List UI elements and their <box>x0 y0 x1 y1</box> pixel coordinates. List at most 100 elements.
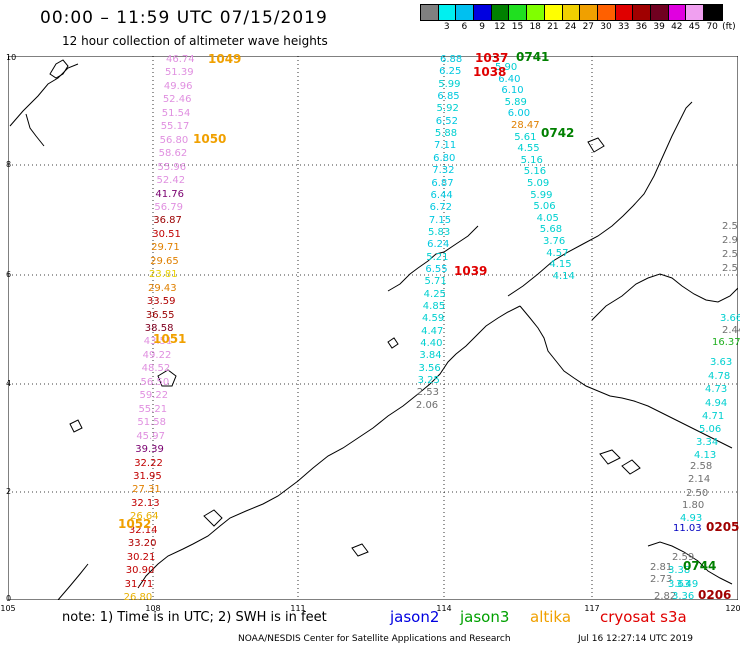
swh-value-track-0741: 5.90 <box>495 62 518 73</box>
swh-value-track-1037: 6.55 <box>425 263 448 275</box>
colorbar-swatch <box>580 5 598 20</box>
colorbar-unit: (ft) <box>722 22 736 32</box>
colorbar-label: 39 <box>653 22 665 32</box>
map-title: 00:00 – 11:59 UTC 07/15/2019 <box>40 8 328 28</box>
swh-value-track-0741: 3.76 <box>543 236 566 247</box>
colorbar-swatch <box>421 5 439 20</box>
map-canvas <box>8 56 738 600</box>
swh-value-track-1049: 32.13 <box>131 497 160 509</box>
colorbar-label: 3 <box>443 22 450 32</box>
swh-value-track-0741: 5.68 <box>539 224 563 236</box>
coast-palawan <box>507 101 693 297</box>
swh-value-track-0741: 4.55 <box>517 143 540 155</box>
coast-borneo-east <box>519 305 733 449</box>
swh-value-track-1037: 7.32 <box>432 165 455 177</box>
pass-tag-1038: 1038 <box>473 65 507 79</box>
swh-value-track-0741: 4.15 <box>549 259 572 271</box>
swh-value-east: 2.58 <box>690 461 713 472</box>
colorbar-swatch <box>704 5 722 20</box>
pass-tag-1037: 1037 <box>475 51 509 65</box>
swh-value-track-1037: 6.25 <box>439 66 462 78</box>
swh-value-east: 3.63 <box>668 579 691 590</box>
colorbar-label: 9 <box>479 22 485 32</box>
swh-value-track-1049: 51.54 <box>161 107 191 119</box>
pass-tag-0205: 0205 <box>706 520 740 534</box>
colorbar-label: 24 <box>564 22 577 32</box>
legend-altika: altika <box>530 608 572 626</box>
swh-value-track-1049: 55.21 <box>138 403 168 415</box>
colorbar-label: 45 <box>688 22 701 32</box>
swh-value-track-0741: 4.05 <box>536 212 559 224</box>
coast-vietnam <box>9 63 79 127</box>
colorbar-label: 33 <box>617 22 630 32</box>
swh-value-track-1049: 33.20 <box>127 538 157 550</box>
colorbar-label: 21 <box>547 22 559 32</box>
swh-value-east: 2.73 <box>650 574 673 585</box>
swh-value-east: 4.93 <box>680 513 703 524</box>
colorbar-swatch <box>544 5 563 20</box>
lon-label-108: 108 <box>145 604 161 613</box>
coast-vietnam-2 <box>25 113 45 147</box>
swh-value-east: 2.81 <box>650 562 673 573</box>
lon-label-105: 105 <box>0 604 16 613</box>
swh-value-track-1037: 2.53 <box>416 387 440 399</box>
swh-value-east: 5.06 <box>699 424 722 435</box>
swh-value-east: 3.49 <box>676 579 699 590</box>
swh-value-track-1049: 56.50 <box>140 376 170 388</box>
swh-value-east: 4.73 <box>705 384 728 395</box>
colorbar-swatch <box>509 5 528 20</box>
swh-value-track-1049: 27.31 <box>132 484 161 496</box>
swh-value-east: 2.59 <box>672 552 695 563</box>
island-sulu-1 <box>599 449 621 465</box>
pass-tag-0741: 0741 <box>516 50 550 64</box>
swh-value-east: 2.5 <box>722 249 738 260</box>
swh-value-track-1049: 56.80 <box>159 134 189 146</box>
swh-value-track-1037: 3.25 <box>417 375 440 387</box>
swh-value-track-1037: 6.85 <box>437 91 460 103</box>
swh-value-track-1037: 6.87 <box>431 177 454 189</box>
swh-value-track-1037: 6.88 <box>440 54 463 65</box>
swh-value-track-1049: 55.17 <box>160 121 190 133</box>
swh-value-track-0741: 5.06 <box>533 201 556 213</box>
swh-value-track-1049: 58.62 <box>158 148 188 160</box>
swh-value-track-0741: 5.16 <box>523 166 547 178</box>
swh-value-track-1049: 32.14 <box>128 524 158 536</box>
swh-value-track-1049: 26.80 <box>123 592 153 603</box>
swh-value-east: 16.37 <box>712 337 740 348</box>
lat-label-2: 2 <box>6 487 12 496</box>
colorbar-label: 70 <box>706 22 718 32</box>
lat-label-10: 10 <box>6 53 17 62</box>
swh-value-track-1037: 6.80 <box>433 152 456 164</box>
swh-value-track-1037: 5.88 <box>434 128 458 140</box>
swh-value-track-1049: 29.43 <box>147 282 177 294</box>
footer-source: NOAA/NESDIS Center for Satellite Applica… <box>238 634 511 644</box>
swh-value-track-1037: 5.83 <box>427 226 451 238</box>
colorbar-swatch <box>438 5 457 20</box>
swh-value-track-1037: 5.21 <box>426 251 449 263</box>
coast-sulawesi <box>647 541 733 585</box>
colorbar-swatch <box>686 5 704 20</box>
swh-value-track-1049: 51.58 <box>137 417 167 429</box>
colorbar <box>420 4 723 21</box>
map-frame <box>8 56 738 600</box>
swh-value-track-1037: 3.56 <box>418 362 441 374</box>
lon-label-120: 120 <box>725 604 740 613</box>
graticule <box>8 56 738 600</box>
swh-value-track-0741: 5.61 <box>514 131 537 143</box>
map-border <box>8 56 738 600</box>
pass-tag-1052: 1052 <box>118 517 152 531</box>
swh-value-track-1049: 41.76 <box>155 188 185 200</box>
colorbar-swatch <box>615 5 634 20</box>
colorbar-swatch <box>491 5 510 20</box>
swh-value-track-1037: 6.24 <box>427 239 450 251</box>
swh-value-east: 4.94 <box>705 398 728 409</box>
swh-value-track-0741: 28.47 <box>511 120 540 131</box>
swh-value-track-1049: 46.74 <box>166 54 195 65</box>
swh-value-east: 3.63 <box>710 357 733 368</box>
swh-value-track-1037: 7.11 <box>433 140 457 152</box>
colorbar-label: 12 <box>494 22 506 32</box>
pass-tag-0206: 0206 <box>698 588 732 602</box>
island-bangka <box>203 509 223 527</box>
swh-value-track-1037: 5.99 <box>438 78 461 90</box>
swh-value-track-1049: 38.58 <box>144 323 174 334</box>
